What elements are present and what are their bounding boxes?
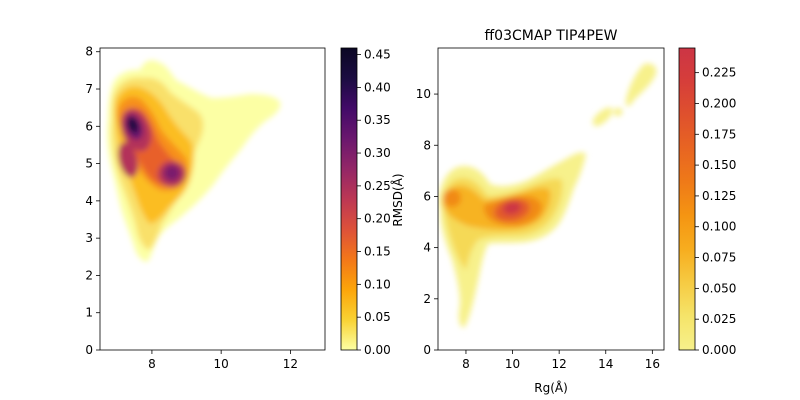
left-y-tick-label: 0 [85, 343, 93, 357]
left-x-tick-label: 12 [283, 357, 298, 371]
left-y-tick-label: 8 [85, 45, 93, 59]
left-y-tick-label: 3 [85, 231, 93, 245]
left-colorbar-tick-label: 0.45 [364, 48, 391, 62]
left-contour-level-7b [164, 165, 180, 181]
right-x-axis-label: Rg(Å) [534, 380, 568, 395]
left-colorbar-tick-label: 0.15 [364, 245, 391, 259]
right-y-ticks: 0 2 4 6 8 10 [416, 87, 438, 357]
right-contour-level-6 [503, 201, 521, 215]
left-colorbar-tick-label: 0.00 [364, 343, 391, 357]
right-colorbar-tick-label: 0.025 [702, 312, 736, 326]
left-colorbar-tick-label: 0.30 [364, 146, 391, 160]
right-contour-spur-2 [625, 63, 657, 106]
left-colorbar-tick-label: 0.10 [364, 277, 391, 291]
left-y-tick-label: 5 [85, 157, 93, 171]
right-colorbar-ticks: 0.000 0.025 0.050 0.075 0.100 0.125 0.150 0.175… [695, 66, 736, 357]
right-y-tick-label: 4 [423, 241, 431, 255]
left-contour-level-8 [127, 117, 139, 133]
left-colorbar-tick-label: 0.25 [364, 179, 391, 193]
left-y-tick-label: 7 [85, 82, 93, 96]
left-y-tick-label: 2 [85, 268, 93, 282]
left-colorbar: 0.00 0.05 0.10 0.15 0.20 0.25 0.30 0.35 0.40 0.45 [340, 47, 391, 357]
left-colorbar-ticks: 0.00 0.05 0.10 0.15 0.20 0.25 0.30 0.35 0.40 0.45 [357, 48, 391, 357]
left-colorbar-tick-label: 0.05 [364, 310, 391, 324]
left-colorbar-tick-label: 0.35 [364, 113, 391, 127]
left-y-tick-label: 4 [85, 194, 93, 208]
right-colorbar-tick-label: 0.050 [702, 281, 736, 295]
right-y-tick-label: 6 [423, 189, 431, 203]
left-density-contours [107, 60, 281, 262]
right-y-tick-label: 10 [416, 87, 431, 101]
left-contour-level-6c [118, 142, 138, 178]
right-axes-frame [437, 47, 665, 351]
right-x-tick-label: 16 [645, 357, 660, 371]
right-x-tick-label: 12 [552, 357, 567, 371]
left-y-tick-label: 6 [85, 119, 93, 133]
right-colorbar: 0.000 0.025 0.050 0.075 0.100 0.125 0.150 0.175… [678, 47, 736, 357]
right-x-tick-label: 8 [462, 357, 470, 371]
left-x-ticks: 8 10 12 [148, 350, 298, 371]
right-contour-spur-1 [592, 107, 613, 126]
right-x-tick-label: 14 [598, 357, 613, 371]
left-x-tick-label: 10 [214, 357, 229, 371]
left-y-ticks: 0 1 2 3 4 5 6 7 8 [85, 45, 100, 357]
right-colorbar-tick-label: 0.075 [702, 251, 736, 265]
left-x-tick-label: 8 [148, 357, 156, 371]
right-y-tick-label: 8 [423, 138, 431, 152]
right-x-tick-label: 10 [505, 357, 520, 371]
right-density-contours [438, 63, 657, 328]
right-contour-level-4b [443, 189, 461, 207]
right-colorbar-tick-label: 0.225 [702, 66, 736, 80]
right-colorbar-tick-label: 0.200 [702, 96, 736, 110]
right-colorbar-tick-label: 0.100 [702, 220, 736, 234]
right-plot-title: ff03CMAP TIP4PEW [485, 28, 618, 44]
right-colorbar-tick-label: 0.150 [702, 158, 736, 172]
right-density-plot: 8 10 12 14 16 0 2 4 6 8 10 ff03CMAP TIP4PEW Rg(Å)… [390, 28, 665, 395]
right-y-tick-label: 2 [423, 292, 431, 306]
left-colorbar-tick-label: 0.20 [364, 212, 391, 226]
left-colorbar-bar [340, 47, 358, 351]
right-y-axis-label: RMSD(Å) [390, 173, 405, 226]
right-x-ticks: 8 10 12 14 16 [462, 350, 660, 371]
right-colorbar-tick-label: 0.000 [702, 343, 736, 357]
left-y-tick-label: 1 [85, 306, 93, 320]
left-colorbar-tick-label: 0.40 [364, 80, 391, 94]
left-axes-frame [99, 47, 326, 351]
right-colorbar-bar [678, 47, 696, 351]
right-y-tick-label: 0 [423, 343, 431, 357]
right-colorbar-tick-label: 0.125 [702, 189, 736, 203]
right-contour-spur-3 [613, 107, 623, 117]
right-colorbar-tick-label: 0.175 [702, 127, 736, 141]
